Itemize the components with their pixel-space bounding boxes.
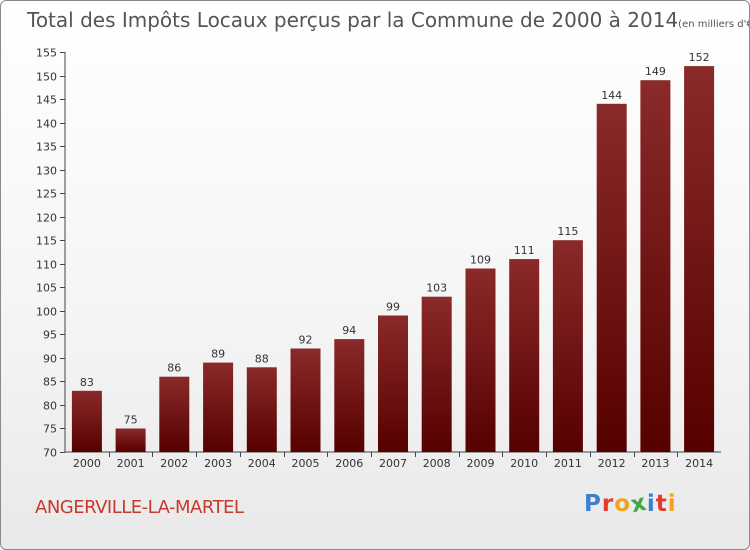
- bar: [159, 376, 190, 452]
- x-tick-label: 2000: [73, 457, 101, 470]
- data-label: 115: [557, 225, 578, 238]
- data-label: 94: [342, 324, 356, 337]
- data-label: 144: [601, 89, 622, 102]
- data-label: 89: [211, 348, 225, 361]
- y-tick-label: 155: [36, 47, 57, 60]
- bar: [334, 339, 365, 452]
- data-label: 92: [299, 334, 313, 347]
- x-tick-label: 2007: [379, 457, 407, 470]
- bar: [246, 367, 277, 452]
- data-label: 152: [689, 51, 710, 64]
- logo-letter: t: [655, 491, 668, 517]
- chart-title-unit: (en milliers d'€): [678, 19, 750, 30]
- y-tick-label: 125: [36, 188, 57, 201]
- chart-title: Total des Impôts Locaux perçus par la Co…: [27, 8, 750, 32]
- data-label: 99: [386, 301, 400, 314]
- y-tick-label: 115: [36, 235, 57, 248]
- x-tick-label: 2011: [554, 457, 582, 470]
- logo-letter: i: [646, 491, 656, 517]
- commune-name: ANGERVILLE-LA-MARTEL: [35, 497, 244, 518]
- data-label: 109: [470, 254, 491, 267]
- y-tick-label: 140: [36, 118, 57, 131]
- logo-letter: r: [601, 491, 615, 517]
- y-tick-label: 105: [36, 282, 57, 295]
- y-tick-label: 135: [36, 141, 57, 154]
- y-tick-label: 130: [36, 165, 57, 178]
- y-tick-label: 150: [36, 71, 57, 84]
- bar: [552, 240, 583, 452]
- bar: [71, 390, 102, 452]
- x-tick-label: 2008: [423, 457, 451, 470]
- x-tick-label: 2014: [685, 457, 713, 470]
- y-tick-label: 75: [43, 423, 57, 436]
- bar: [378, 315, 408, 452]
- bars: [71, 66, 715, 453]
- logo-letter: P: [584, 491, 602, 517]
- bar: [509, 259, 540, 452]
- data-labels: 83 75 86 89 88 92 94 99 103 109 111 115 144 149 152: [80, 51, 710, 426]
- bar: [596, 103, 627, 453]
- x-tick-label: 2003: [204, 457, 232, 470]
- bar: [203, 362, 234, 452]
- y-axis: 70 75 80 85 90 95 100 105 110 115 120 125 130 135 140 1…: [36, 47, 66, 460]
- data-label: 103: [426, 282, 447, 295]
- x-tick-label: 2013: [641, 457, 669, 470]
- x-tick-label: 2012: [598, 457, 626, 470]
- bar: [421, 296, 452, 452]
- data-label: 75: [124, 414, 138, 427]
- data-label: 111: [514, 244, 535, 257]
- x-tick-label: 2001: [117, 457, 145, 470]
- x-tick-label: 2004: [248, 457, 276, 470]
- bar: [465, 268, 496, 452]
- y-tick-label: 85: [43, 376, 57, 389]
- data-label: 88: [255, 352, 269, 365]
- y-tick-label: 120: [36, 212, 57, 225]
- logo-letter: i: [667, 491, 677, 517]
- bar: [290, 348, 321, 452]
- proxiti-logo[interactable]: Proxiti: [584, 490, 677, 519]
- y-tick-label: 145: [36, 94, 57, 107]
- x-tick-label: 2006: [335, 457, 363, 470]
- x-tick-label: 2002: [160, 457, 188, 470]
- y-tick-label: 110: [36, 259, 57, 272]
- data-label: 149: [645, 65, 666, 78]
- data-label: 86: [167, 362, 181, 375]
- bar: [640, 80, 671, 452]
- chart-title-main: Total des Impôts Locaux perçus par la Co…: [27, 8, 679, 32]
- y-tick-label: 90: [43, 353, 57, 366]
- x-axis: 2000 2001 2002 2003 2004 2005 2006 2007 2008 2009…: [65, 451, 721, 470]
- x-tick-label: 2009: [467, 457, 495, 470]
- y-tick-label: 80: [43, 400, 57, 413]
- bar: [684, 66, 715, 452]
- y-tick-label: 100: [36, 306, 57, 319]
- logo-letter: o: [614, 491, 632, 517]
- y-tick-label: 95: [43, 329, 57, 342]
- bar: [115, 428, 146, 452]
- x-tick-label: 2010: [510, 457, 538, 470]
- x-tick-label: 2005: [292, 457, 320, 470]
- y-tick-label: 70: [43, 447, 57, 460]
- data-label: 83: [80, 376, 94, 389]
